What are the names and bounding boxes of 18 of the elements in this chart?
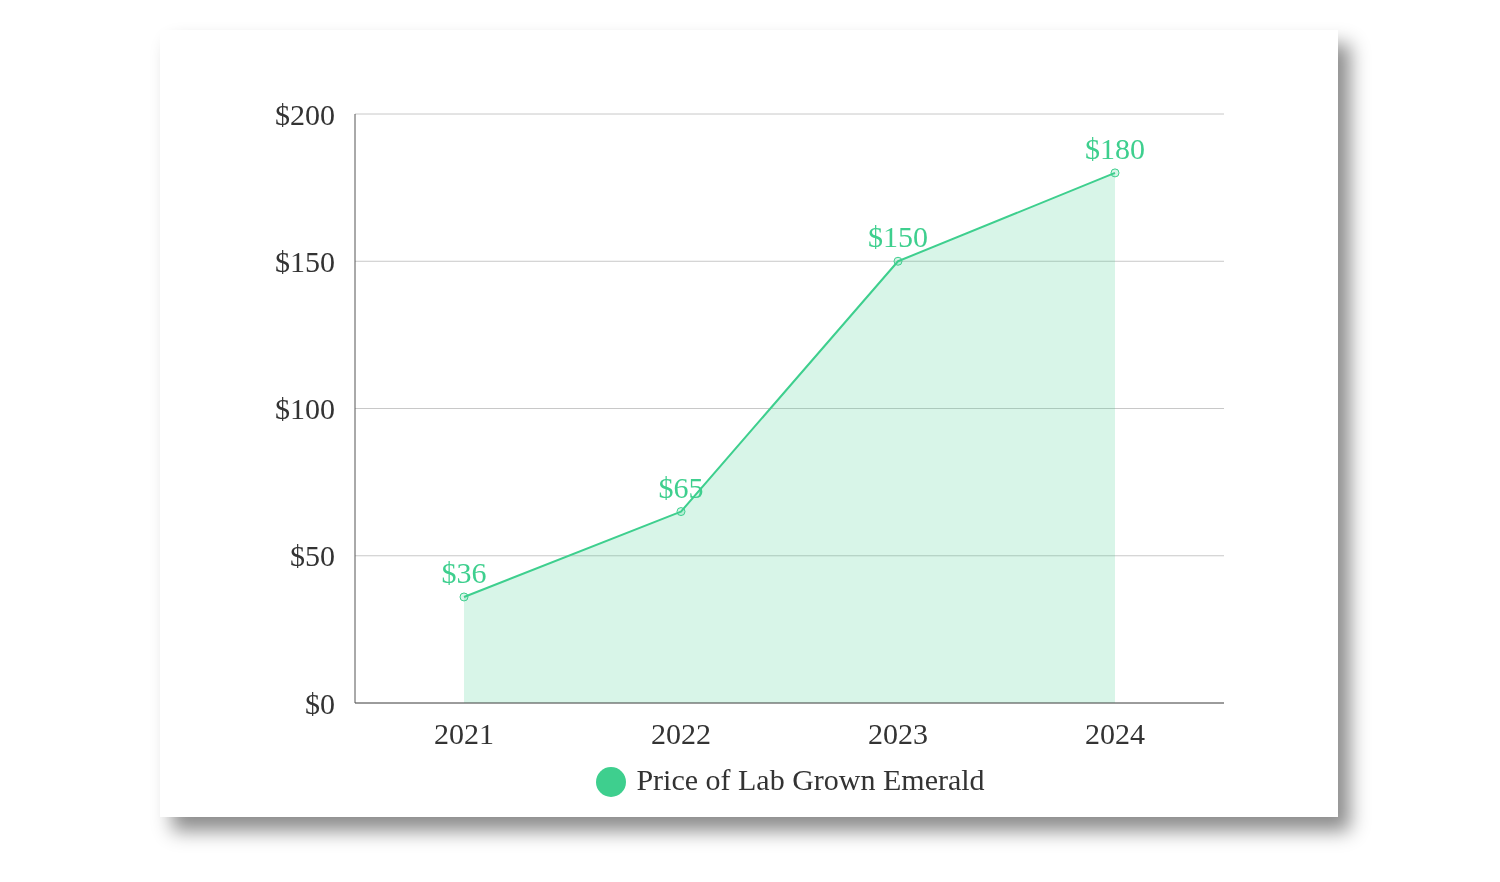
x-tick-label: 2024 [1085, 717, 1145, 751]
data-label: $36 [441, 555, 487, 589]
point [1110, 168, 1120, 178]
data-label: $180 [1085, 131, 1145, 165]
data-label: $65 [658, 470, 704, 504]
x-tick-label: 2021 [434, 717, 494, 751]
x-tick-label: 2023 [868, 717, 928, 751]
y-tick-label: $150 [275, 244, 335, 278]
point [676, 507, 686, 517]
data-label: $150 [868, 220, 928, 254]
x-tick-label: 2022 [651, 717, 711, 751]
point [893, 256, 903, 266]
y-tick-label: $100 [275, 392, 335, 426]
legend-label: Price of Lab Grown Emerald [636, 763, 985, 797]
y-tick-label: $0 [305, 686, 335, 720]
point [459, 592, 469, 602]
y-tick-label: $50 [290, 539, 335, 573]
y-tick-label: $200 [275, 97, 335, 131]
